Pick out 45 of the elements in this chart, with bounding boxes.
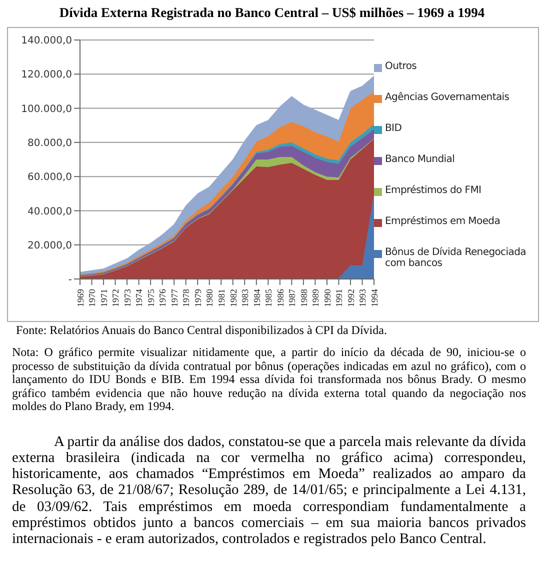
y-tick-label: 60.000,0: [27, 172, 72, 184]
source-note: Fonte: Relatórios Anuais do Banco Central disponibilizados à CPI da Dívida.: [16, 323, 388, 338]
x-tick-label: 1980: [204, 288, 215, 307]
y-tick-label: 100.000,0: [21, 104, 72, 115]
x-tick-label: 1972: [110, 289, 121, 307]
x-tick-label: 1982: [228, 289, 238, 307]
x-tick-label: 1990: [322, 288, 332, 307]
legend-label: BID: [385, 122, 402, 134]
legend-label: Banco Mundial: [385, 154, 455, 164]
x-tick-label: 1974: [134, 288, 144, 307]
x-tick-label: 1983: [240, 288, 250, 307]
x-tick-label: 1976: [158, 288, 168, 307]
y-tick-label: 40.000,0: [27, 206, 72, 218]
x-tick-label: 1981: [216, 289, 227, 307]
legend-label: Outros: [385, 60, 417, 72]
x-tick-label: 1973: [122, 288, 132, 307]
y-tick-label: -: [68, 274, 72, 286]
x-tick-label: 1986: [275, 288, 286, 307]
x-tick-label: 1975: [146, 288, 156, 307]
x-tick-label: 1993: [358, 288, 368, 307]
legend-label: Bônus de Dívida Renegociada com bancos: [385, 246, 527, 268]
y-tick-label: 20.000,0: [27, 240, 72, 252]
x-tick-label: 1969: [75, 288, 86, 307]
x-tick-label: 1978: [181, 288, 192, 307]
x-tick-label: 1970: [87, 288, 98, 307]
x-tick-label: 1977: [169, 288, 180, 307]
text: Nota: O gráfico permite visualizar nitidamente que, a partir do início da década de 90, iniciou-se o processo de substituição da dívida contratual por bônus (operações indicadas em azul no gráfico), com o lançamento do IDU Bonds e BIB. Em 1994 essa dívida foi transformada nos bônus Brady. O mesmo gráfico também evidencia que não houve redução na dívida externa total quando da negociação nos moldes do Plano Brady, em 1994.: [12, 345, 526, 414]
y-tick-label: 80.000,0: [27, 138, 72, 149]
x-tick-label: 1971: [98, 289, 109, 307]
x-tick-label: 1988: [298, 288, 309, 307]
x-tick-label: 1994: [369, 288, 380, 307]
x-tick-label: 1987: [287, 288, 298, 307]
y-tick-label: 120.000,0: [21, 70, 72, 81]
legend-label: Empréstimos do FMI: [385, 184, 482, 196]
legend-label: Agências Governamentais: [385, 92, 510, 102]
y-tick-label: 140.000,0: [21, 36, 72, 47]
x-tick-label: 1991: [334, 289, 344, 307]
legend-label: Empréstimos em Moeda: [385, 216, 500, 226]
chart-title: Dívida Externa Registrada no Banco Central – US$ milhões – 1969 a 1994: [58, 5, 486, 22]
x-tick-label: 1989: [310, 288, 321, 307]
x-tick-label: 1984: [252, 288, 262, 307]
x-tick-label: 1979: [192, 288, 203, 307]
x-tick-label: 1985: [264, 288, 274, 307]
x-tick-label: 1992: [346, 289, 356, 307]
text: A partir da análise dos dados, constatou-se que a parcela mais relevante da dívida externa brasileira (indicada na cor vermelha no gráfico acima) correspondeu, historicamente, aos chamados “Empréstimos em Moeda” realizados ao amparo da Resolução 63, de 21/08/67; Resolução 289, de 14/01/65; e principalmente a Lei 4.131, de 03/09/62. Tais empréstimos em moeda correspondiam fundamentalmente a empréstimos obtidos junto a bancos comerciais – em sua maioria bancos privados internacionais - e eram autorizados, controlados e registrados pelo Banco Central.: [12, 434, 526, 548]
